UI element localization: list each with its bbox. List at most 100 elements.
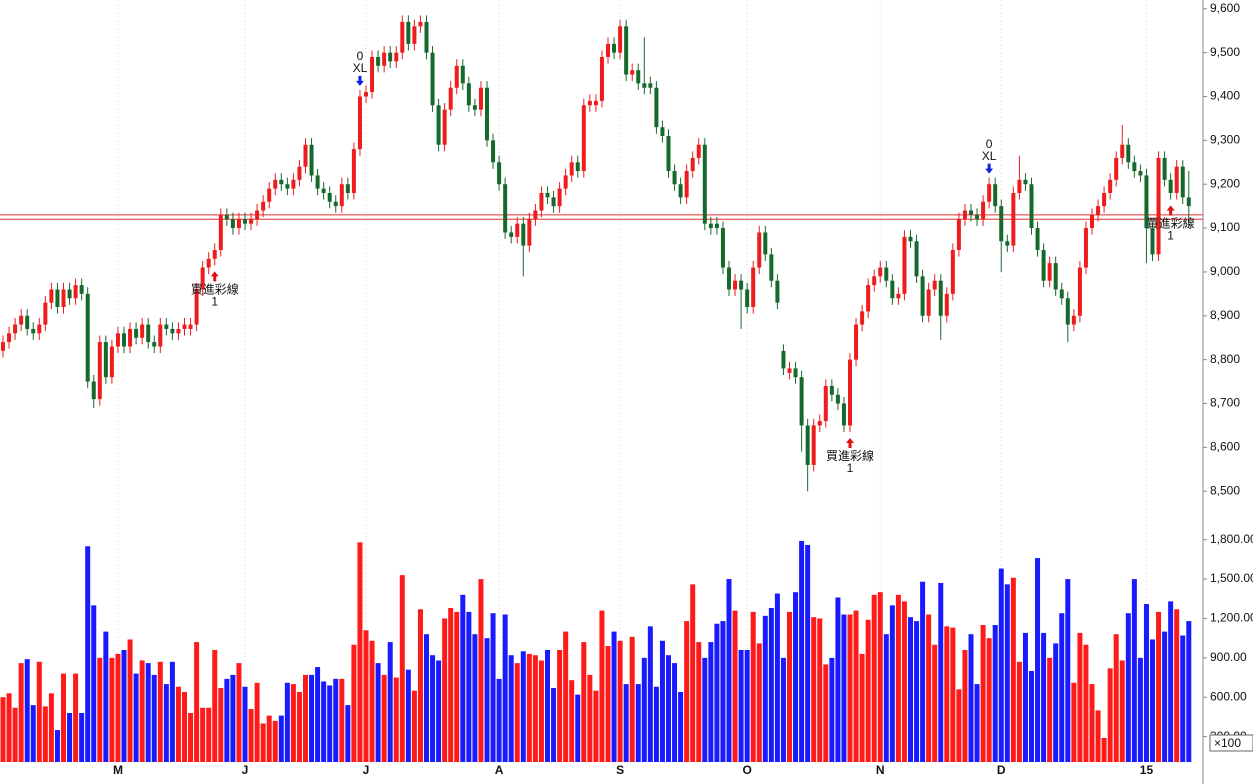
candle-body	[327, 192, 332, 202]
volume-bar	[720, 621, 726, 776]
candle-body	[7, 333, 12, 343]
volume-bar	[1137, 657, 1143, 776]
candle-body	[636, 70, 641, 84]
volume-bar	[284, 682, 290, 776]
candle-body	[19, 315, 24, 325]
volume-bar	[545, 649, 550, 776]
candle-body	[103, 342, 108, 378]
volume-bar	[551, 688, 557, 776]
candle-body	[1041, 250, 1046, 281]
candle-body	[394, 52, 399, 62]
volume-bar	[430, 655, 436, 776]
volume-bar	[557, 649, 563, 776]
volume-bar	[508, 655, 514, 776]
x-tick-label: S	[616, 763, 624, 777]
volume-bar	[466, 611, 472, 776]
candle-body	[612, 43, 617, 53]
candle-body	[382, 52, 387, 66]
x-axis-strip	[0, 762, 1203, 784]
volume-bar	[829, 657, 835, 776]
y2-tick-label: 600.00	[1210, 689, 1247, 703]
candle-body	[660, 127, 665, 136]
candle-body	[793, 368, 798, 378]
volume-bar	[393, 677, 399, 776]
candle-body	[787, 368, 792, 373]
candle-body	[696, 144, 701, 158]
candle-body	[1144, 175, 1149, 229]
candle-body	[666, 135, 671, 172]
annotation-label: 買進彩線	[826, 448, 874, 463]
volume-bar	[641, 657, 647, 776]
volume-bar	[666, 655, 671, 776]
candle-body	[13, 324, 18, 334]
candle-body	[848, 359, 852, 426]
y-tick-label: 9,100	[1210, 220, 1240, 234]
y-tick-label: 9,600	[1210, 1, 1240, 15]
candle-body	[224, 214, 229, 220]
candle-body	[714, 223, 719, 229]
candle-body	[684, 171, 689, 198]
candle-body	[1023, 179, 1028, 185]
candle-body	[194, 289, 199, 325]
candle-body	[297, 166, 302, 180]
candle-body	[176, 328, 181, 334]
volume-bar	[133, 673, 139, 776]
volume-bar	[1041, 632, 1047, 776]
volume-bar	[157, 661, 163, 776]
candle-body	[920, 276, 925, 316]
volume-bar	[42, 706, 48, 776]
volume-bar	[345, 705, 351, 776]
x-tick-label: A	[495, 763, 504, 777]
candle-body	[460, 65, 465, 84]
volume-bar	[1095, 710, 1101, 776]
candle-body	[279, 179, 284, 185]
candle-body	[478, 87, 483, 110]
candle-body	[230, 219, 235, 229]
volume-bar	[883, 634, 889, 776]
volume-bar	[962, 649, 968, 776]
volume-bar	[375, 663, 381, 776]
volume-bar	[762, 615, 768, 776]
candle-body	[993, 184, 998, 207]
volume-bar	[1004, 584, 1010, 776]
volume-bar	[980, 625, 986, 776]
volume-bar	[1029, 670, 1034, 776]
candle-body	[357, 96, 362, 150]
volume-bar	[744, 649, 750, 776]
volume-bar	[623, 684, 629, 776]
candle-body	[122, 333, 126, 347]
volume-bar	[230, 674, 236, 776]
volume-bar	[799, 541, 805, 776]
volume-bar	[6, 693, 12, 776]
y-tick-label: 8,500	[1210, 483, 1240, 497]
volume-bar	[363, 630, 369, 776]
candle-body	[678, 184, 683, 198]
volume-bar	[672, 663, 678, 776]
candle-body	[333, 201, 338, 207]
candle-body	[424, 21, 429, 53]
candle-body	[1005, 241, 1010, 246]
candle-body	[285, 184, 290, 189]
candle-body	[1071, 315, 1076, 325]
volume-bar	[103, 631, 109, 776]
volume-bar	[974, 684, 980, 776]
volume-bar	[841, 614, 847, 776]
candle-body	[720, 228, 725, 268]
candle-body	[370, 57, 375, 93]
volume-bar	[538, 660, 544, 776]
xl-arrow	[355, 75, 364, 86]
candle-body	[769, 254, 774, 281]
candle-body	[593, 100, 598, 106]
volume-bar	[714, 623, 720, 776]
candle-body	[267, 188, 272, 202]
volume-bar	[502, 614, 508, 776]
candle-body	[835, 394, 840, 404]
annotation-note: 1	[1167, 229, 1174, 243]
volume-bar	[787, 611, 792, 776]
candle-body	[539, 192, 544, 211]
candle-body	[1096, 206, 1101, 215]
volume-bar	[248, 709, 254, 776]
unit-box	[1209, 734, 1253, 752]
candle-body	[273, 179, 278, 189]
